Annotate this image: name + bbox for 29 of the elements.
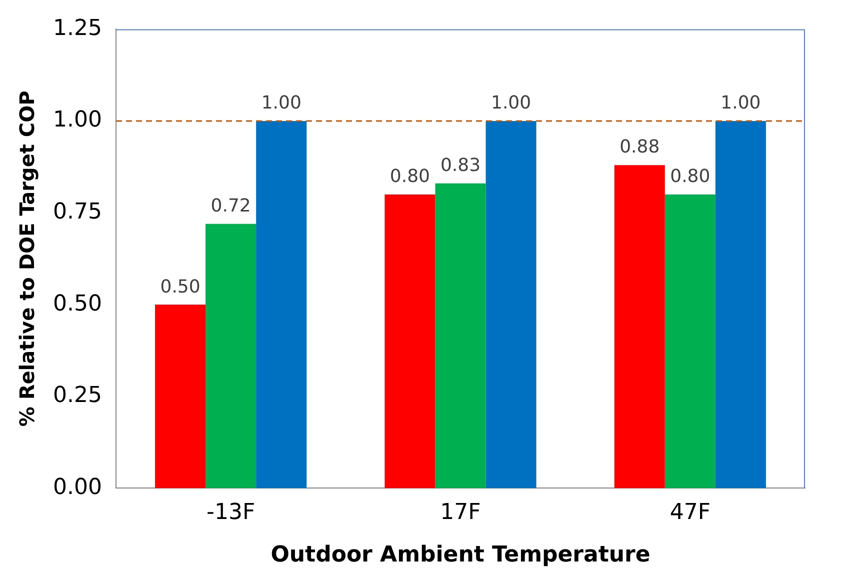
bar xyxy=(155,304,206,488)
y-tick-label: 0.75 xyxy=(53,200,102,225)
x-axis-title: Outdoor Ambient Temperature xyxy=(270,542,650,568)
data-label: 1.00 xyxy=(490,92,532,114)
data-label: 0.72 xyxy=(210,195,251,216)
y-tick-label: 0.00 xyxy=(53,474,102,500)
data-label: 0.88 xyxy=(620,136,660,158)
bar xyxy=(715,121,766,488)
y-tick-label: 0.50 xyxy=(53,291,102,316)
bar xyxy=(206,224,256,488)
bar xyxy=(256,121,307,488)
data-label: 0.83 xyxy=(440,155,481,176)
x-tick-label: 17F xyxy=(440,500,481,526)
bar xyxy=(384,194,436,488)
data-label: 0.80 xyxy=(390,166,430,188)
bar xyxy=(486,121,536,488)
y-tick-label: 1.00 xyxy=(53,108,102,133)
data-label: 1.00 xyxy=(720,92,761,114)
y-tick-label: 0.25 xyxy=(53,383,102,408)
data-label: 1.00 xyxy=(261,92,302,114)
data-label: 0.80 xyxy=(670,166,710,188)
bar xyxy=(435,183,486,488)
x-tick-label: -13F xyxy=(206,500,256,526)
x-tick-label: 47F xyxy=(670,500,710,526)
bar xyxy=(664,194,716,488)
data-label: 0.50 xyxy=(160,276,200,298)
y-axis-title: % Relative to DOE Target COP xyxy=(15,90,40,427)
y-tick-label: 1.25 xyxy=(53,16,102,41)
bar xyxy=(614,165,665,488)
